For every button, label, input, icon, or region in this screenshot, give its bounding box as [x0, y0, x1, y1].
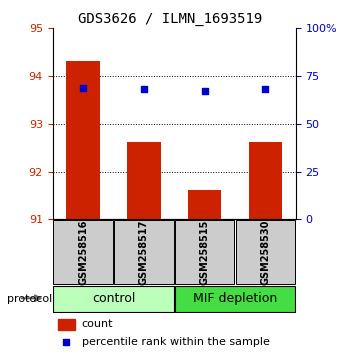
Point: [263, 87, 268, 92]
Point: [63, 339, 69, 345]
Bar: [249, 142, 282, 219]
Text: GSM258530: GSM258530: [260, 219, 270, 285]
Bar: [53, 220, 113, 284]
Bar: [175, 220, 234, 284]
Text: GSM258517: GSM258517: [139, 219, 149, 285]
Bar: [175, 286, 295, 312]
Point: [202, 88, 207, 94]
Text: protocol: protocol: [7, 294, 52, 304]
Text: count: count: [82, 319, 113, 329]
Point: [141, 87, 147, 92]
Text: control: control: [92, 292, 135, 305]
Point: [80, 85, 86, 90]
Bar: [188, 190, 221, 219]
Bar: [53, 286, 174, 312]
Text: MIF depletion: MIF depletion: [193, 292, 277, 305]
Text: percentile rank within the sample: percentile rank within the sample: [82, 337, 270, 347]
Bar: [127, 142, 160, 219]
Text: GSM258515: GSM258515: [200, 219, 210, 285]
Bar: [114, 220, 174, 284]
Text: GSM258516: GSM258516: [78, 219, 88, 285]
Bar: [66, 61, 100, 219]
Bar: [236, 220, 295, 284]
Bar: [57, 319, 74, 330]
Text: GDS3626 / ILMN_1693519: GDS3626 / ILMN_1693519: [78, 12, 262, 27]
